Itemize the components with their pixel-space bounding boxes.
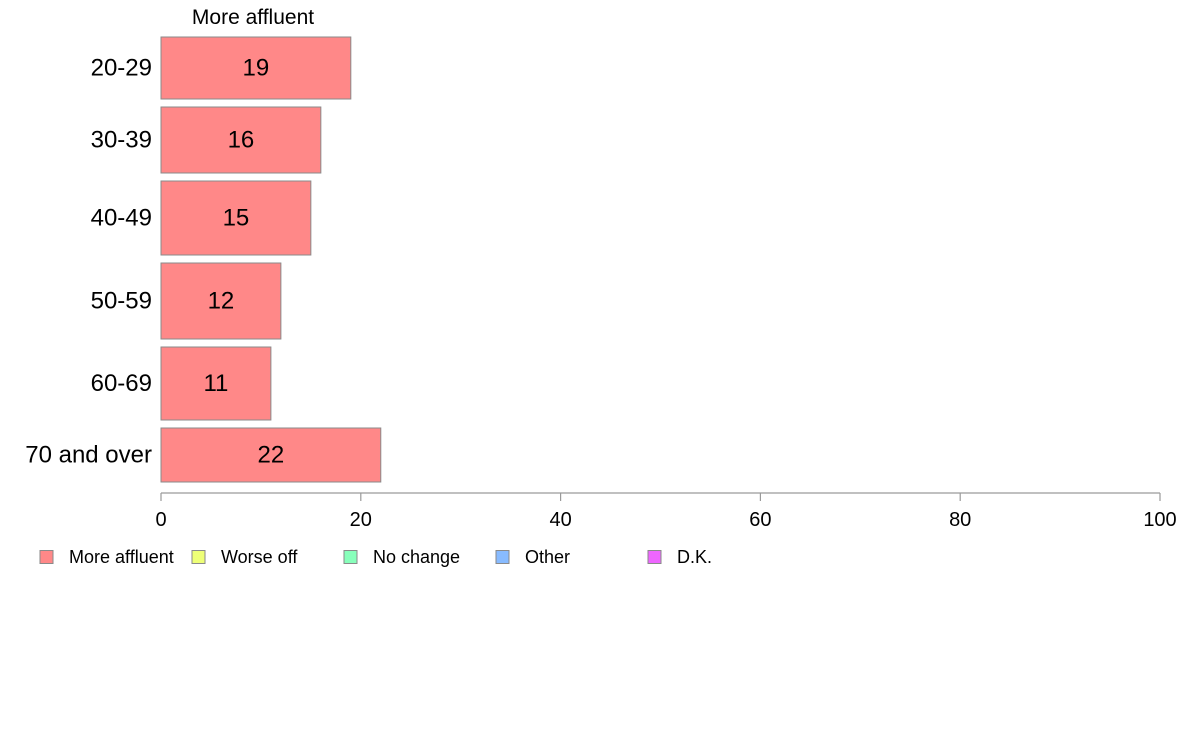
bars-group: 20-29 19 30-39 16 40-49 15 50-59 12 60-69 11 70 an… <box>25 36 382 483</box>
bar-more-affluent <box>160 106 322 174</box>
legend-swatch <box>343 550 358 564</box>
category-label: 60-69 <box>91 370 152 397</box>
category-label: 50-59 <box>91 288 152 315</box>
bar-value-label: 12 <box>208 288 235 315</box>
bar-more-affluent <box>160 427 382 483</box>
legend-swatch <box>191 550 206 564</box>
legend-swatch <box>495 550 510 564</box>
x-tick-label: 0 <box>155 509 166 531</box>
x-tick-label: 100 <box>1143 509 1176 531</box>
legend-label: Worse off <box>221 547 298 567</box>
bar-more-affluent <box>160 180 312 256</box>
bar-more-affluent <box>160 346 272 421</box>
bar-value-label: 19 <box>243 55 270 82</box>
x-tick-label: 60 <box>749 509 771 531</box>
bar-value-label: 15 <box>223 205 250 232</box>
x-axis: 0 20 40 60 80 100 <box>155 492 1177 531</box>
x-tick-label: 80 <box>949 509 971 531</box>
legend-swatch <box>39 550 54 564</box>
x-tick-label: 40 <box>549 509 571 531</box>
bar-value-label: 22 <box>258 442 285 469</box>
x-tick-label: 20 <box>350 509 372 531</box>
legend-label: More affluent <box>69 547 174 567</box>
category-label: 70 and over <box>25 442 152 469</box>
legend: More affluent Worse off No change Other D.K. <box>39 547 712 567</box>
legend-label: Other <box>525 547 570 567</box>
bar-more-affluent <box>160 262 282 340</box>
legend-label: No change <box>373 547 460 567</box>
legend-swatch <box>647 550 662 564</box>
category-label: 20-29 <box>91 55 152 82</box>
category-label: 30-39 <box>91 127 152 154</box>
bar-more-affluent <box>160 36 352 100</box>
bar-value-label: 16 <box>228 127 255 154</box>
category-label: 40-49 <box>91 205 152 232</box>
chart-title: More affluent <box>192 6 314 29</box>
legend-label: D.K. <box>677 547 712 567</box>
bar-value-label: 11 <box>203 370 228 397</box>
